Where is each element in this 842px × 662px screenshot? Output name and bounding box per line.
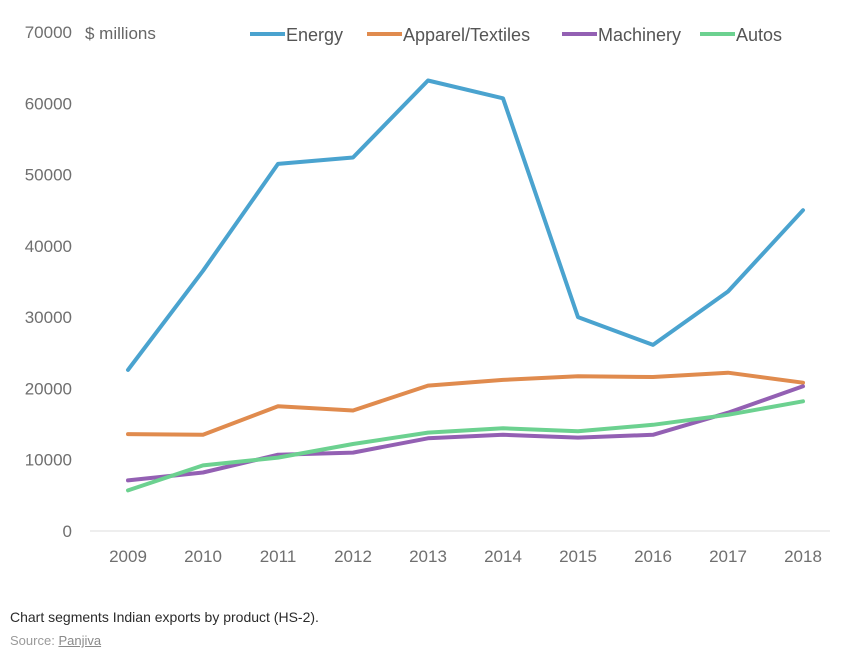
y-tick-label: 50000 bbox=[25, 166, 72, 185]
y-tick-label: 20000 bbox=[25, 379, 72, 398]
x-tick-label: 2013 bbox=[409, 547, 447, 566]
legend-label: Autos bbox=[736, 25, 782, 45]
series-line bbox=[126, 399, 805, 493]
chart-caption: Chart segments Indian exports by product… bbox=[10, 609, 319, 625]
series-line bbox=[126, 384, 805, 483]
legend-label: Apparel/Textiles bbox=[403, 25, 530, 45]
y-tick-label: 10000 bbox=[25, 451, 72, 470]
legend-label: Energy bbox=[286, 25, 343, 45]
legend: Energy Apparel/Textiles Machinery Autos bbox=[250, 25, 782, 45]
x-tick-label: 2011 bbox=[260, 547, 297, 566]
series-lines bbox=[126, 78, 805, 493]
series-line bbox=[126, 370, 805, 437]
source-label: Source: bbox=[10, 633, 55, 648]
y-unit-label: $ millions bbox=[85, 24, 156, 43]
x-tick-label: 2014 bbox=[484, 547, 522, 566]
y-tick-label: 40000 bbox=[25, 237, 72, 256]
y-tick-label: 70000 bbox=[25, 23, 72, 42]
x-tick-label: 2016 bbox=[634, 547, 672, 566]
x-tick-label: 2010 bbox=[184, 547, 222, 566]
source-line: Source: Panjiva bbox=[10, 633, 101, 648]
source-link[interactable]: Panjiva bbox=[58, 633, 102, 648]
y-tick-label: 0 bbox=[63, 522, 72, 541]
x-tick-label: 2017 bbox=[709, 547, 747, 566]
x-axis-ticks: 2009 2010 2011 2012 2013 2014 2015 2016 2017 2018 bbox=[109, 547, 822, 566]
x-tick-label: 2009 bbox=[109, 547, 147, 566]
x-tick-label: 2015 bbox=[559, 547, 597, 566]
x-tick-label: 2018 bbox=[784, 547, 822, 566]
series-line bbox=[126, 78, 805, 372]
line-chart: $ millions 0 10000 20000 30000 40000 50000 600… bbox=[25, 23, 830, 566]
y-tick-label: 30000 bbox=[25, 308, 72, 327]
y-axis-ticks: 0 10000 20000 30000 40000 50000 60000 70000 bbox=[25, 23, 72, 541]
legend-label: Machinery bbox=[598, 25, 681, 45]
y-tick-label: 60000 bbox=[25, 94, 72, 113]
x-tick-label: 2012 bbox=[334, 547, 372, 566]
